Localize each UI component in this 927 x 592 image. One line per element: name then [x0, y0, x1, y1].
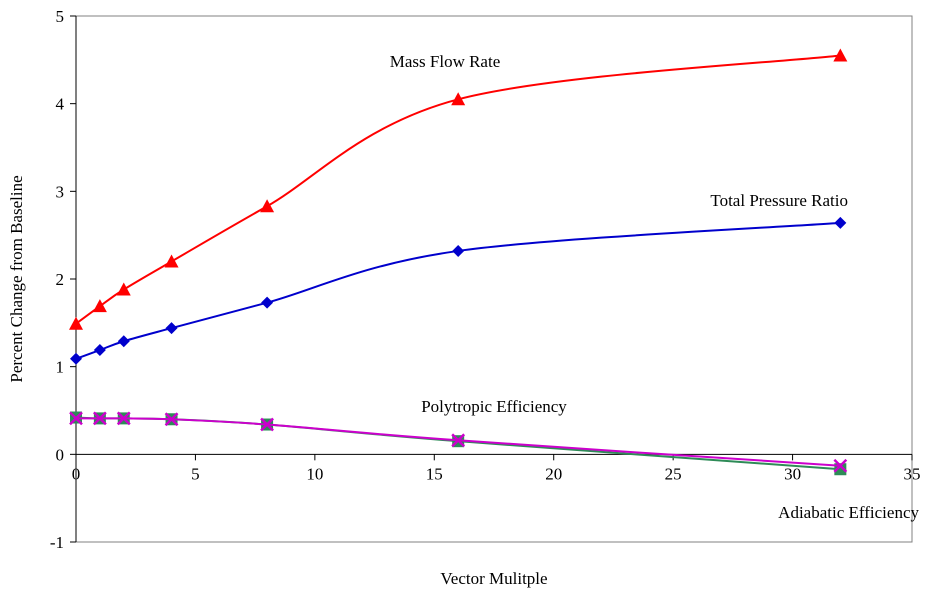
data-point-x-stroke	[93, 411, 107, 426]
x-tick-label: 10	[306, 464, 323, 483]
label-adiabatic-efficiency: Adiabatic Efficiency	[778, 503, 919, 522]
data-point-x	[164, 412, 179, 427]
data-point-diamond	[452, 244, 465, 257]
data-point-x	[93, 411, 107, 426]
data-point-triangle	[92, 299, 107, 313]
series-line	[75, 54, 841, 325]
data-point-x	[833, 458, 848, 473]
series-mass-flow-rate	[69, 48, 848, 330]
label-mass-flow-rate: Mass Flow Rate	[390, 52, 501, 71]
y-tick-label: 4	[56, 95, 65, 114]
series-polytropic-efficiency	[69, 411, 848, 473]
data-point-x	[451, 433, 466, 448]
data-point-x-stroke	[69, 411, 83, 426]
data-point-x-stroke	[451, 433, 466, 448]
y-tick-label: 5	[56, 7, 65, 26]
data-point-diamond	[834, 216, 847, 229]
data-point-x-stroke	[833, 458, 848, 473]
series-total-pressure-ratio	[70, 216, 847, 365]
data-point-x-stroke	[164, 412, 179, 427]
data-point-triangle	[164, 254, 179, 268]
y-tick-label: 2	[56, 270, 65, 289]
data-point-diamond	[165, 322, 178, 335]
x-axis-title: Vector Mulitple	[440, 569, 547, 588]
data-point-triangle	[260, 199, 275, 213]
data-point-x	[260, 417, 274, 432]
data-point-triangle	[69, 316, 83, 330]
data-point-x	[116, 411, 131, 426]
x-tick-label: 20	[545, 464, 562, 483]
y-axis-title: Percent Change from Baseline	[7, 175, 26, 382]
series-line	[76, 417, 841, 467]
data-point-triangle	[833, 48, 848, 62]
series-layer	[69, 48, 848, 476]
x-tick-label: 30	[784, 464, 801, 483]
y-tick-label: 3	[56, 182, 65, 201]
data-point-triangle	[451, 92, 466, 106]
data-point-triangle	[116, 282, 131, 296]
x-tick-label: 25	[665, 464, 682, 483]
label-polytropic-efficiency: Polytropic Efficiency	[421, 397, 567, 416]
data-point-x	[69, 411, 83, 426]
y-tick-label: 1	[56, 358, 65, 377]
y-tick-label: 0	[56, 445, 65, 464]
data-point-diamond	[93, 344, 106, 357]
data-point-x-stroke	[260, 417, 274, 432]
data-point-diamond	[261, 296, 274, 309]
axes: 0 5 10 15 20 25 30 35 -1 0 1 2 3 4 5	[50, 7, 921, 552]
label-total-pressure-ratio: Total Pressure Ratio	[710, 191, 848, 210]
x-tick-label: 35	[904, 464, 921, 483]
x-tick-label: 0	[72, 464, 81, 483]
x-tick-label: 5	[191, 464, 200, 483]
data-point-x-stroke	[116, 411, 131, 426]
data-point-diamond	[117, 335, 130, 348]
y-tick-label: -1	[50, 533, 64, 552]
series-annotations: Mass Flow Rate Total Pressure Ratio Polytr…	[390, 52, 920, 522]
x-tick-label: 15	[426, 464, 443, 483]
data-point-diamond	[70, 352, 82, 365]
series-line	[75, 221, 841, 360]
